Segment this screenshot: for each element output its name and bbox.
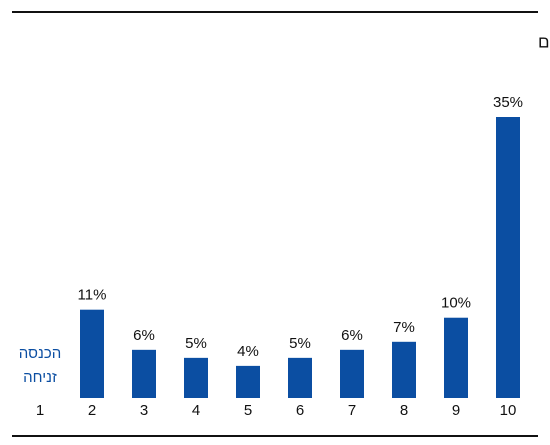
- x-tick-label: 6: [296, 402, 304, 419]
- annotation: הכנסה: [19, 345, 61, 362]
- chart-title: שיעור ההכנסות מהון, לפי עשירונים: [538, 32, 550, 51]
- bar: [80, 309, 104, 398]
- x-tick-label: 1: [36, 402, 44, 419]
- annotation: זניחה: [23, 369, 57, 386]
- data-label: 4%: [237, 343, 259, 360]
- data-label: 10%: [441, 295, 471, 312]
- bar: [340, 349, 364, 398]
- bar: [132, 349, 156, 398]
- x-tick-label: 4: [192, 402, 200, 419]
- x-tick-label: 5: [244, 402, 252, 419]
- data-label: 5%: [289, 335, 311, 352]
- x-tick-label: 2: [88, 402, 96, 419]
- data-label: 35%: [493, 94, 523, 111]
- x-tick-label: 8: [400, 402, 408, 419]
- x-tick-label: 9: [452, 402, 460, 419]
- data-label: 6%: [341, 327, 363, 344]
- x-tick-label: 3: [140, 402, 148, 419]
- bar: [392, 341, 416, 398]
- data-label: 5%: [185, 335, 207, 352]
- bar: [288, 357, 312, 398]
- bar: [496, 117, 520, 398]
- data-label: 11%: [78, 287, 107, 304]
- bar: [236, 365, 260, 398]
- x-tick-label: 10: [500, 402, 517, 419]
- x-tick-label: 7: [348, 402, 356, 419]
- bar: [184, 357, 208, 398]
- data-label: 6%: [133, 327, 155, 344]
- bar: [444, 317, 468, 398]
- data-label: 7%: [393, 319, 415, 336]
